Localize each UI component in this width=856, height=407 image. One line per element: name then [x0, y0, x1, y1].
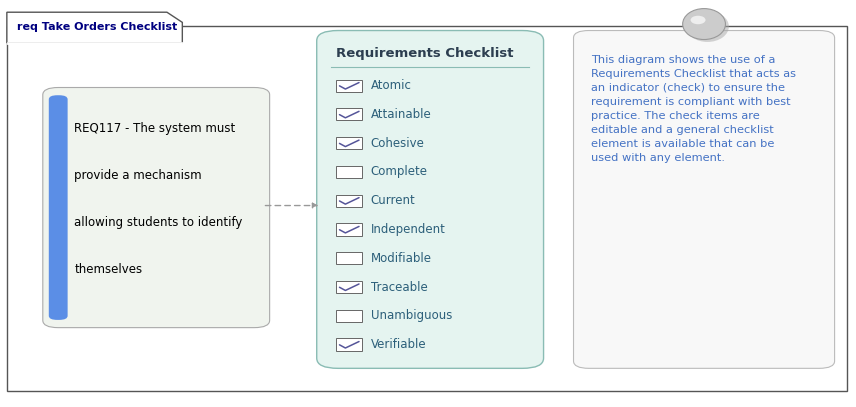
Text: Cohesive: Cohesive — [371, 137, 425, 150]
Text: Unambiguous: Unambiguous — [371, 309, 452, 322]
Text: Attainable: Attainable — [371, 108, 431, 121]
Bar — [336, 339, 362, 351]
Bar — [336, 252, 362, 265]
Text: This diagram shows the use of a
Requirements Checklist that acts as
an indicator: This diagram shows the use of a Requirem… — [591, 55, 795, 163]
Bar — [336, 281, 362, 293]
Text: Verifiable: Verifiable — [371, 338, 426, 351]
Bar — [336, 108, 362, 120]
Bar — [336, 166, 362, 178]
Bar — [336, 79, 362, 92]
Text: themselves: themselves — [74, 263, 143, 276]
Bar — [336, 223, 362, 236]
FancyBboxPatch shape — [574, 31, 835, 368]
Text: Requirements Checklist: Requirements Checklist — [336, 47, 514, 60]
Ellipse shape — [683, 9, 726, 39]
Text: Complete: Complete — [371, 165, 428, 178]
Text: req Take Orders Checklist: req Take Orders Checklist — [17, 22, 177, 33]
Ellipse shape — [687, 11, 728, 42]
Bar — [336, 195, 362, 207]
Text: Current: Current — [371, 194, 415, 207]
Bar — [336, 310, 362, 322]
FancyBboxPatch shape — [49, 95, 68, 320]
FancyBboxPatch shape — [43, 88, 270, 328]
FancyBboxPatch shape — [317, 31, 544, 368]
Bar — [336, 137, 362, 149]
Ellipse shape — [691, 16, 705, 24]
Text: Modifiable: Modifiable — [371, 252, 431, 265]
Text: Independent: Independent — [371, 223, 445, 236]
Text: Traceable: Traceable — [371, 280, 427, 293]
FancyBboxPatch shape — [7, 26, 847, 391]
Polygon shape — [7, 12, 182, 43]
Text: allowing students to identify: allowing students to identify — [74, 216, 243, 229]
Text: provide a mechanism: provide a mechanism — [74, 169, 202, 182]
Text: REQ117 - The system must: REQ117 - The system must — [74, 122, 235, 135]
Text: Atomic: Atomic — [371, 79, 412, 92]
